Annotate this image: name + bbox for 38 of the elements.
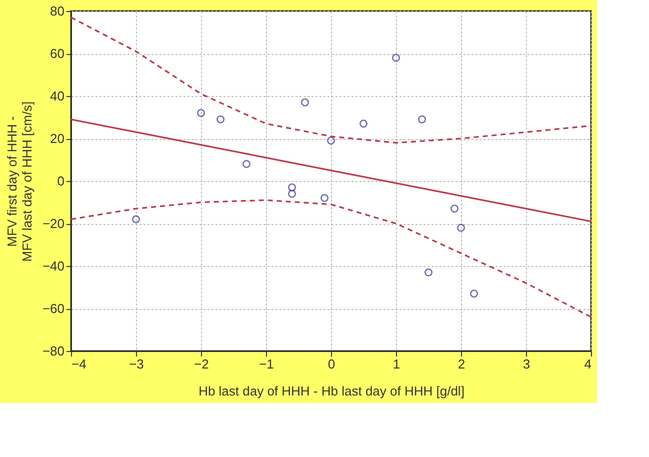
- line-series: [70, 199, 592, 318]
- point: [456, 224, 466, 232]
- point: [359, 120, 368, 128]
- y-tick-label: 20: [50, 131, 64, 146]
- x-tick-label: 2: [458, 356, 466, 372]
- point: [288, 190, 296, 198]
- point: [470, 290, 478, 298]
- y-tick-label: −80: [42, 344, 64, 358]
- line-series: [70, 16, 592, 144]
- y-tick-label: 40: [50, 88, 64, 104]
- x-tick-label: 1: [392, 356, 400, 372]
- y-tick-label: −40: [42, 258, 64, 274]
- point: [132, 215, 140, 224]
- point: [450, 204, 459, 213]
- x-tick-label: −3: [129, 356, 144, 372]
- point: [320, 194, 329, 202]
- x-tick-label: 3: [522, 356, 530, 372]
- y-tick-label: 0: [57, 174, 64, 188]
- point: [392, 54, 400, 62]
- y-tick-label: −60: [42, 301, 64, 316]
- y-tick-label: −20: [42, 216, 64, 231]
- point: [424, 268, 433, 276]
- y-axis-title: MFV first day of HHH - MFV last day of HHH [cm/s]: [4, 101, 34, 262]
- y-tick-label: 80: [50, 4, 64, 18]
- x-tick-label: −1: [259, 356, 274, 372]
- y-tick-label: 60: [50, 46, 64, 61]
- point: [326, 136, 336, 145]
- x-tick-label: −2: [194, 356, 209, 372]
- point: [242, 160, 251, 168]
- point: [288, 183, 296, 192]
- point: [216, 115, 225, 124]
- x-tick-label: −4: [72, 356, 86, 372]
- point: [300, 98, 310, 106]
- point: [418, 115, 426, 124]
- x-axis-title: Hb last day of HHH - Hb last day of HHH [g/dl]: [198, 384, 464, 398]
- x-tick-label: 4: [584, 356, 592, 372]
- x-tick-label: 0: [328, 356, 336, 372]
- point: [196, 109, 206, 117]
